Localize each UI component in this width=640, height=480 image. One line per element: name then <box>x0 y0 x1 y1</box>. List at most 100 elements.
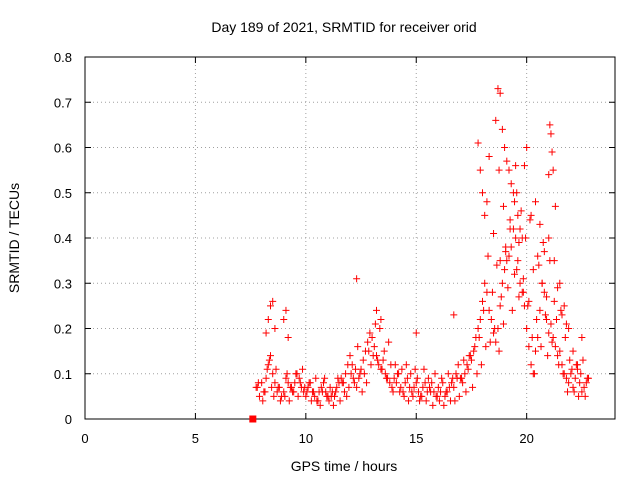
x-tick-label: 15 <box>409 431 423 446</box>
data-point <box>345 383 353 391</box>
data-point <box>480 306 488 314</box>
data-point <box>463 361 471 369</box>
data-point <box>515 293 523 301</box>
data-point <box>532 198 539 206</box>
data-point <box>545 329 553 337</box>
data-point <box>579 356 587 364</box>
data-point <box>262 374 270 382</box>
data-point <box>506 225 514 233</box>
data-point <box>407 370 415 378</box>
data-point <box>503 157 511 165</box>
data-point <box>530 370 538 378</box>
data-point <box>329 401 337 409</box>
data-point <box>411 365 419 373</box>
data-point <box>400 392 408 400</box>
data-point <box>310 388 318 396</box>
data-point <box>479 189 486 197</box>
data-point <box>538 279 546 287</box>
data-point <box>499 202 507 210</box>
data-point <box>426 383 433 391</box>
data-point <box>519 288 527 296</box>
data-point <box>569 347 577 355</box>
data-point <box>533 315 541 323</box>
data-point <box>479 297 486 305</box>
data-point <box>434 383 442 391</box>
data-point <box>484 252 492 260</box>
data-point <box>333 383 341 391</box>
data-point <box>282 306 290 314</box>
data-point <box>490 329 498 337</box>
data-point <box>517 207 525 215</box>
chart-title: Day 189 of 2021, SRMTID for receiver ori… <box>211 19 476 35</box>
data-point <box>539 239 547 247</box>
data-point <box>474 139 482 147</box>
data-point <box>349 374 357 382</box>
data-point <box>276 397 284 405</box>
x-axis-label: GPS time / hours <box>291 458 398 474</box>
data-point <box>526 216 534 224</box>
y-tick-label: 0.2 <box>54 322 72 337</box>
data-point <box>496 89 504 97</box>
data-point <box>332 388 340 396</box>
data-point <box>481 211 489 219</box>
data-point <box>454 361 462 369</box>
data-point <box>274 383 282 391</box>
data-point <box>325 397 333 405</box>
data-point <box>368 334 376 342</box>
y-tick-label: 0.4 <box>54 231 72 246</box>
data-point <box>549 334 557 342</box>
data-point <box>502 243 510 251</box>
data-point <box>389 388 397 396</box>
data-point <box>466 352 474 360</box>
data-point <box>271 325 279 332</box>
data-point <box>269 297 277 305</box>
data-point <box>320 379 327 387</box>
data-point <box>284 334 292 342</box>
data-point <box>296 379 304 387</box>
data-point <box>459 379 467 387</box>
data-point <box>267 352 274 360</box>
data-point <box>350 379 358 387</box>
data-point <box>558 311 566 319</box>
data-point <box>284 379 292 387</box>
data-point <box>354 343 362 351</box>
data-point <box>408 388 416 396</box>
data-point <box>496 257 504 265</box>
data-point <box>540 288 548 296</box>
data-point <box>495 347 503 355</box>
x-tick-label: 20 <box>519 431 533 446</box>
data-point <box>490 229 498 237</box>
data-point <box>401 379 409 387</box>
data-point <box>365 347 373 355</box>
y-tick-label: 0.3 <box>54 276 72 291</box>
x-tick-label: 5 <box>192 431 199 446</box>
data-point <box>440 401 448 409</box>
data-point <box>270 392 278 400</box>
data-point <box>483 198 491 206</box>
data-point <box>561 334 569 342</box>
y-tick-label: 0 <box>65 412 72 427</box>
data-point <box>346 352 354 360</box>
data-point <box>273 388 281 396</box>
data-point <box>501 144 509 151</box>
data-point <box>565 325 573 332</box>
data-point <box>369 352 377 360</box>
data-point <box>321 374 329 382</box>
data-point <box>555 361 563 369</box>
data-point <box>536 220 544 228</box>
data-point <box>441 392 449 400</box>
data-point <box>431 370 439 378</box>
data-point <box>255 392 263 400</box>
data-point <box>381 370 389 378</box>
data-point <box>378 365 386 373</box>
data-point <box>435 397 443 405</box>
data-point <box>364 338 372 346</box>
data-point <box>577 370 585 378</box>
data-point <box>307 397 315 405</box>
data-point <box>582 379 590 387</box>
data-point <box>280 315 288 323</box>
data-point <box>452 370 460 378</box>
data-point <box>474 325 482 332</box>
y-tick-label: 0.7 <box>54 95 72 110</box>
